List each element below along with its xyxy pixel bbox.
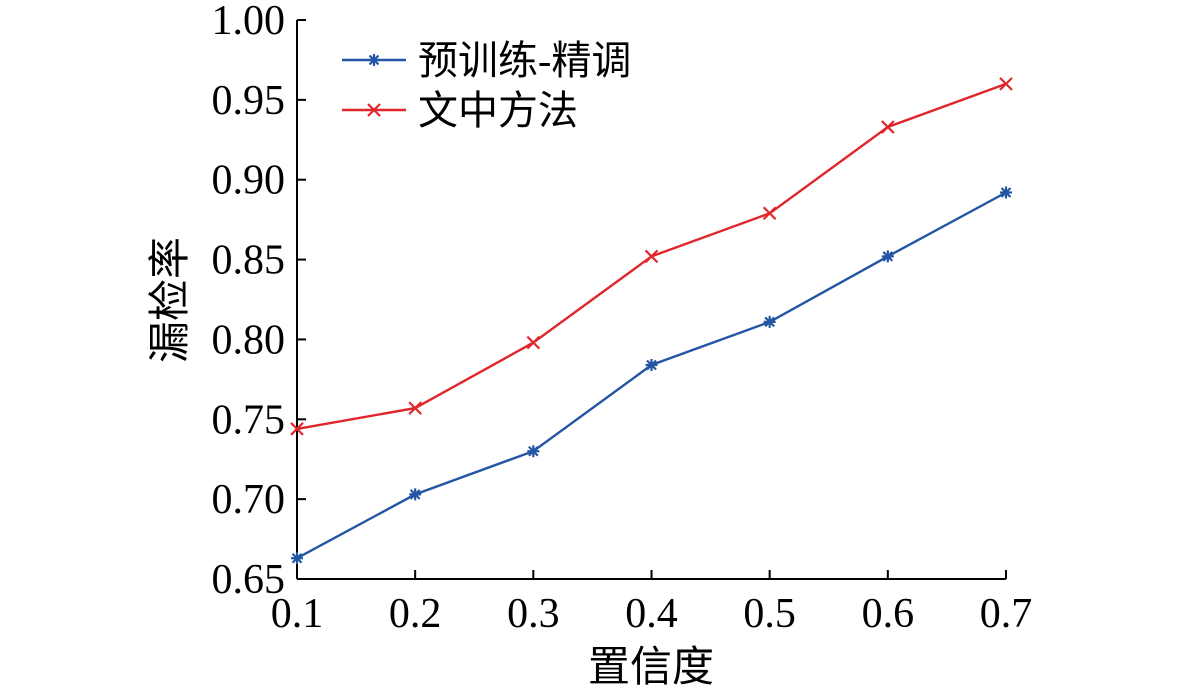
x-tick-label: 0.1 [271, 591, 324, 637]
marker-stroke [291, 552, 303, 564]
axes [296, 20, 1006, 580]
data-point [645, 358, 658, 371]
marker-stroke [526, 335, 541, 350]
legend-marker [368, 54, 380, 66]
ticks: 0.65 0.70 0.75 0.80 0.85 0.90 0.95 1.00 0.1 0.2 0.… [212, 0, 1033, 637]
legend-item: 预训练-精调 [342, 38, 631, 83]
x-axis-title: 置信度 [588, 645, 714, 691]
marker-stroke [882, 251, 894, 262]
data-point [290, 422, 304, 436]
x-tick-label: 0.5 [743, 591, 796, 637]
series-2 [290, 77, 1013, 436]
legend-label: 预训练-精调 [418, 38, 631, 83]
legend-marker [367, 103, 381, 117]
y-tick-label: 0.95 [212, 78, 286, 124]
data-point [881, 250, 894, 263]
y-axis-title: 漏检率 [147, 237, 194, 363]
legend-label: 文中方法 [418, 88, 578, 133]
marker-stroke [762, 206, 777, 221]
y-tick-label: 0.70 [212, 477, 286, 523]
data-point [291, 552, 303, 565]
series [290, 77, 1013, 565]
marker-stroke [528, 445, 539, 457]
data-point [644, 249, 659, 264]
data-point [763, 315, 776, 328]
x-tick-label: 0.4 [625, 591, 678, 637]
y-tick-label: 0.75 [212, 397, 286, 443]
x-tick-label: 0.6 [862, 591, 915, 637]
y-tick-label: 0.85 [212, 238, 286, 284]
marker-stroke [1000, 187, 1012, 198]
y-tick-label: 0.65 [212, 557, 286, 603]
y-tick-label: 0.80 [212, 317, 286, 363]
marker-stroke [646, 359, 657, 371]
x-tick-label: 0.7 [980, 591, 1033, 637]
marker-stroke [764, 316, 775, 328]
x-tick-label: 0.2 [389, 591, 442, 637]
data-point [526, 335, 541, 350]
series-line [296, 191, 1007, 560]
marker-stroke [999, 77, 1013, 91]
data-point [881, 120, 895, 134]
x-tick-label: 0.3 [507, 591, 560, 637]
marker-stroke [881, 120, 895, 134]
marker-stroke [408, 401, 422, 415]
data-point [1000, 186, 1012, 199]
y-tick-label: 1.00 [212, 0, 286, 44]
series-1 [291, 186, 1012, 565]
data-point [409, 488, 422, 501]
data-point [762, 206, 777, 221]
marker-stroke [290, 422, 304, 436]
data-point [408, 401, 422, 415]
data-point [999, 77, 1013, 91]
marker-stroke [368, 54, 380, 66]
marker-stroke [409, 489, 421, 500]
marker-stroke [644, 249, 659, 264]
y-tick-label: 0.90 [212, 158, 286, 204]
data-point [527, 445, 540, 458]
marker-stroke [367, 103, 381, 117]
legend-item: 文中方法 [342, 88, 578, 133]
